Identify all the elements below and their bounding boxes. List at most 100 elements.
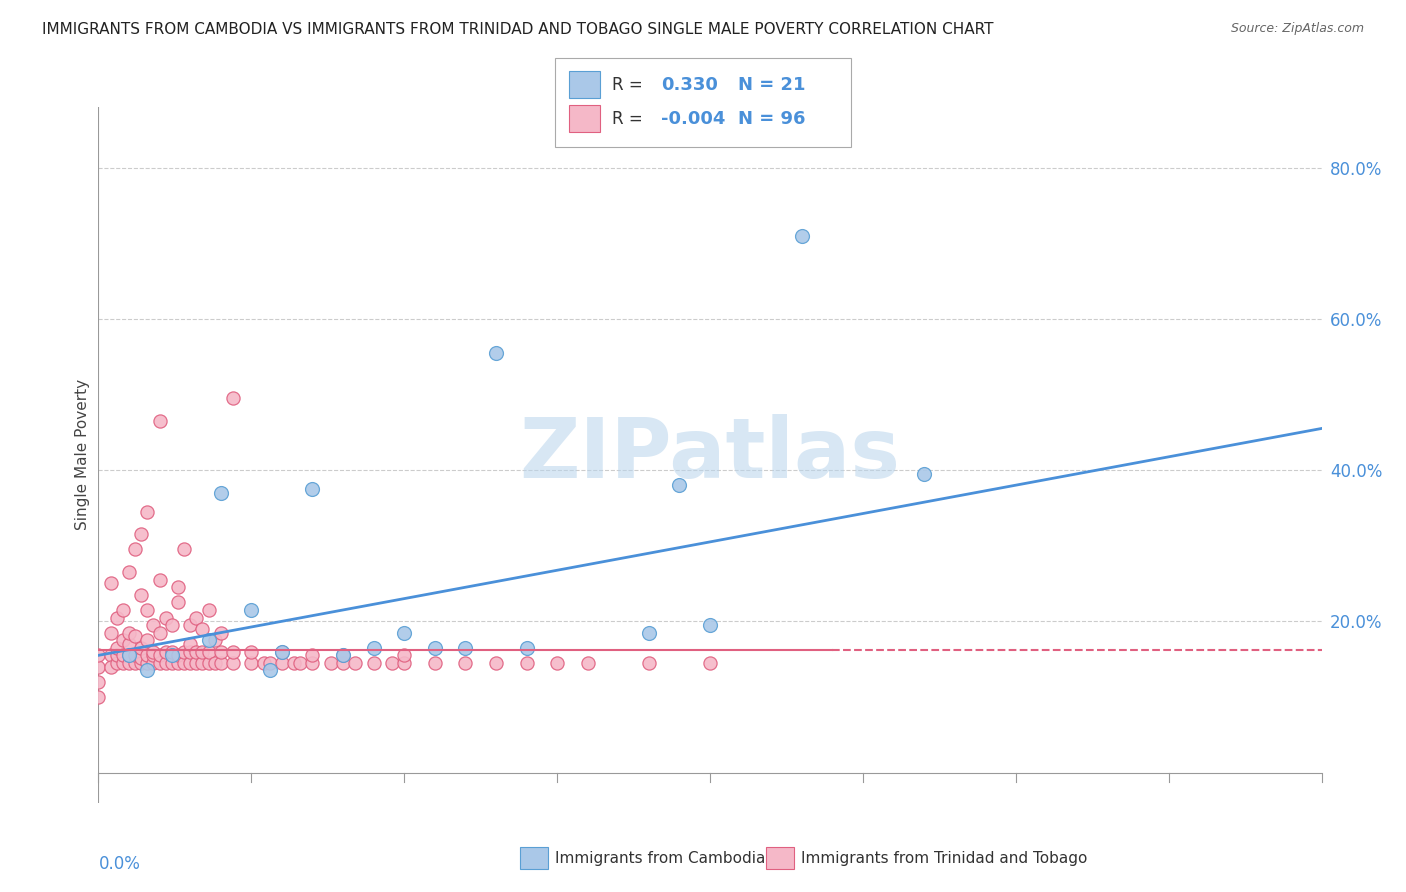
Point	[222, 391, 245, 405]
Point	[637, 656, 661, 670]
Point	[423, 640, 446, 655]
Point	[87, 659, 110, 673]
Point	[118, 565, 141, 579]
Point	[222, 644, 245, 658]
Point	[209, 625, 232, 640]
Point	[111, 603, 134, 617]
Point	[105, 640, 128, 655]
Point	[149, 573, 172, 587]
Text: Immigrants from Cambodia: Immigrants from Cambodia	[555, 851, 766, 865]
Point	[699, 618, 721, 632]
Point	[392, 656, 416, 670]
Point	[136, 656, 159, 670]
Point	[209, 644, 232, 658]
Point	[301, 482, 323, 496]
Point	[197, 644, 219, 658]
Point	[118, 648, 141, 663]
Point	[136, 648, 159, 663]
Point	[100, 625, 122, 640]
Point	[186, 656, 208, 670]
Point	[179, 644, 201, 658]
Point	[149, 656, 172, 670]
Point	[197, 656, 219, 670]
Point	[136, 603, 159, 617]
Point	[381, 656, 404, 670]
Point	[319, 656, 342, 670]
Point	[136, 664, 159, 678]
Point	[142, 656, 165, 670]
Point	[129, 656, 152, 670]
Point	[179, 637, 201, 651]
Point	[87, 674, 110, 689]
Point	[191, 622, 214, 636]
Point	[124, 629, 146, 643]
Point	[204, 633, 226, 648]
Point	[160, 648, 183, 663]
Point	[516, 656, 538, 670]
Point	[191, 656, 214, 670]
Point	[332, 648, 354, 663]
Text: 0.0%: 0.0%	[98, 855, 141, 873]
Point	[301, 656, 323, 670]
Point	[209, 485, 232, 500]
Point	[392, 625, 416, 640]
Point	[118, 625, 141, 640]
Point	[240, 644, 263, 658]
Point	[149, 625, 172, 640]
Point	[790, 228, 813, 243]
Point	[516, 640, 538, 655]
Point	[129, 527, 152, 541]
Text: ZIPatlas: ZIPatlas	[520, 415, 900, 495]
Point	[167, 595, 190, 609]
Point	[912, 467, 935, 481]
Point	[270, 644, 292, 658]
Point	[105, 656, 128, 670]
Point	[149, 414, 172, 428]
Point	[111, 633, 134, 648]
Point	[332, 656, 354, 670]
Point	[173, 656, 195, 670]
Point	[576, 656, 599, 670]
Point	[423, 656, 446, 670]
Point	[160, 656, 183, 670]
Point	[155, 644, 177, 658]
Point	[167, 656, 190, 670]
Point	[129, 650, 152, 665]
Point	[87, 648, 110, 663]
Point	[344, 656, 367, 670]
Point	[290, 656, 312, 670]
Text: N = 96: N = 96	[738, 110, 806, 128]
Point	[485, 656, 508, 670]
Point	[142, 618, 165, 632]
Point	[124, 656, 146, 670]
Point	[100, 659, 122, 673]
Point	[546, 656, 568, 670]
Point	[209, 656, 232, 670]
Point	[136, 633, 159, 648]
Y-axis label: Single Male Poverty: Single Male Poverty	[75, 379, 90, 531]
Point	[167, 580, 190, 594]
Point	[129, 640, 152, 655]
Text: Source: ZipAtlas.com: Source: ZipAtlas.com	[1230, 22, 1364, 36]
Point	[124, 648, 146, 663]
Point	[118, 648, 141, 663]
Point	[124, 542, 146, 557]
Point	[637, 625, 661, 640]
Point	[179, 656, 201, 670]
Text: Immigrants from Trinidad and Tobago: Immigrants from Trinidad and Tobago	[801, 851, 1088, 865]
Point	[167, 648, 190, 663]
Point	[363, 656, 385, 670]
Point	[155, 610, 177, 624]
Point	[105, 648, 128, 663]
Point	[485, 346, 508, 360]
Point	[118, 637, 141, 651]
Point	[105, 610, 128, 624]
Text: N = 21: N = 21	[738, 76, 806, 94]
Point	[87, 690, 110, 704]
Point	[332, 648, 354, 663]
Point	[283, 656, 305, 670]
Text: 0.330: 0.330	[661, 76, 717, 94]
Point	[240, 603, 263, 617]
Point	[129, 588, 152, 602]
Point	[179, 618, 201, 632]
